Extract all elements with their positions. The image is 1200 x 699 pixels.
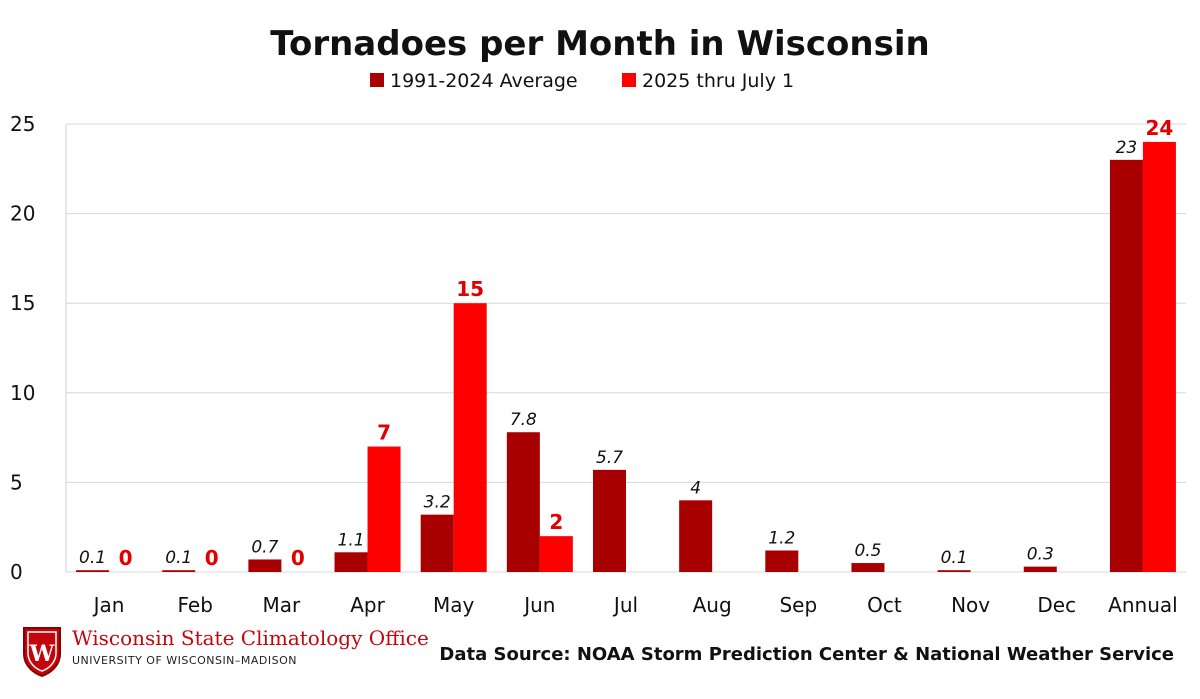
data-source: Data Source: NOAA Storm Prediction Cente… (439, 644, 1174, 665)
bar-average (1023, 566, 1057, 572)
legend-swatch-2025 (622, 73, 636, 87)
x-category-label: Feb (178, 593, 213, 617)
x-category-label: Mar (263, 593, 302, 617)
y-tick-label: 5 (10, 470, 23, 494)
data-label-average: 3.2 (424, 493, 451, 513)
data-label-2025: 15 (456, 277, 484, 301)
bar-average (420, 514, 454, 572)
chart: Tornadoes per Month in Wisconsin 1991-20… (10, 24, 1186, 617)
y-tick-label: 20 (10, 202, 35, 226)
y-tick-label: 25 (10, 112, 35, 136)
data-label-average: 0.1 (941, 548, 968, 568)
data-label-average: 0.7 (251, 537, 278, 557)
legend: 1991-2024 Average 2025 thru July 1 (370, 70, 794, 92)
data-label-average: 4 (690, 478, 701, 498)
bar-average (851, 563, 885, 572)
x-axis-categories: Jan Feb Mar Apr May Jun Jul Aug Sep Oct Nov Dec Annu… (92, 593, 1178, 617)
data-label-average: 0.5 (854, 541, 881, 561)
y-tick-label: 10 (10, 381, 35, 405)
footer: W Wisconsin State Climatology Office UNI… (0, 618, 1200, 699)
uw-crest-icon: W (23, 627, 61, 678)
y-tick-label: 0 (10, 560, 23, 584)
x-category-label: May (433, 593, 475, 617)
x-category-label: Jul (612, 593, 638, 617)
bar-average (248, 559, 282, 572)
data-label-2025: 2 (549, 510, 563, 534)
x-category-label: Jun (522, 593, 555, 617)
bar-average (506, 432, 540, 572)
bar-average (1109, 159, 1143, 572)
x-category-label: Nov (951, 593, 990, 617)
data-label-average: 7.8 (510, 410, 537, 430)
x-category-label: Apr (350, 593, 385, 617)
data-label-average: 1.1 (338, 530, 365, 550)
bar-average (937, 570, 971, 572)
data-label-2025: 7 (377, 421, 391, 445)
bar-average (76, 570, 110, 572)
data-label-2025: 24 (1146, 116, 1174, 140)
data-label-average: 5.7 (596, 448, 623, 468)
data-label-2025: 0 (205, 546, 219, 570)
x-category-label: Dec (1037, 593, 1076, 617)
data-label-2025: 0 (119, 546, 133, 570)
data-label-average: 23 (1116, 138, 1138, 158)
x-category-label: Jan (92, 593, 125, 617)
logo-letter: W (29, 641, 55, 667)
chart-title: Tornadoes per Month in Wisconsin (270, 24, 929, 64)
data-label-average: 1.2 (768, 528, 795, 548)
data-label-2025: 0 (291, 546, 305, 570)
bar-average (334, 552, 368, 572)
data-labels: 0.1 0 0.1 0 0.7 0 1.1 7 3.2 15 7.8 2 5.7 4 1.2 0.5 0.1 0.… (79, 116, 1173, 570)
office-subtitle: UNIVERSITY OF WISCONSIN–MADISON (72, 654, 298, 667)
bar-2025 (539, 536, 573, 572)
bar-average (162, 570, 196, 572)
bar-2025 (1142, 141, 1176, 573)
office-name: Wisconsin State Climatology Office (72, 626, 429, 650)
bar-average (679, 500, 713, 572)
y-axis-ticks: 0 5 10 15 20 25 (10, 112, 35, 584)
x-category-label: Annual (1108, 593, 1178, 617)
bar-2025 (367, 446, 401, 572)
legend-label-2025: 2025 thru July 1 (642, 70, 794, 92)
x-category-label: Aug (693, 593, 732, 617)
data-label-average: 0.3 (1027, 545, 1054, 565)
bar-2025 (453, 303, 487, 572)
x-category-label: Sep (779, 593, 817, 617)
x-category-label: Oct (867, 593, 902, 617)
data-label-average: 0.1 (79, 548, 106, 568)
bar-average (765, 550, 799, 572)
y-tick-label: 15 (10, 291, 35, 315)
legend-label-average: 1991-2024 Average (390, 70, 578, 92)
data-label-average: 0.1 (165, 548, 192, 568)
legend-swatch-average (370, 73, 384, 87)
bars (76, 141, 1176, 573)
bar-average (593, 469, 626, 572)
